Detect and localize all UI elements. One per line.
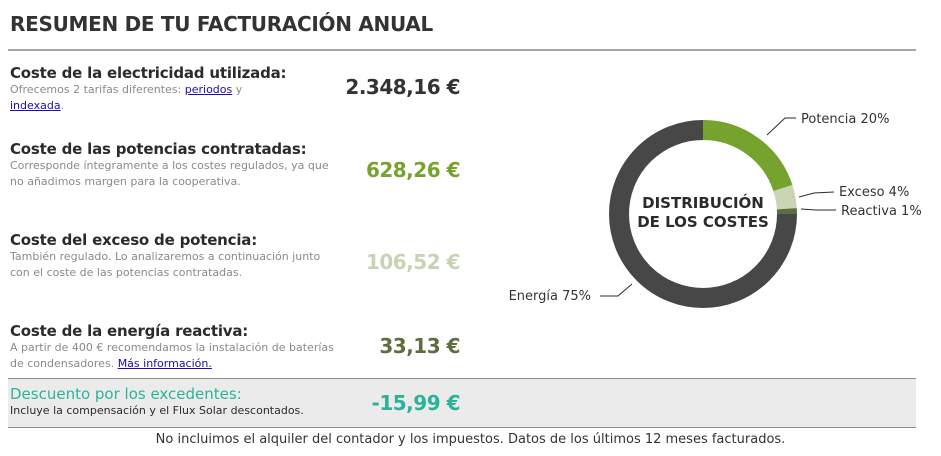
excess-amount: 106,52 € — [365, 250, 461, 274]
row-title: Coste del exceso de potencia: — [10, 231, 258, 249]
periodos-link[interactable]: periodos — [184, 83, 233, 96]
row-description-text: A partir de 400 € recomendamos la instal… — [10, 341, 334, 370]
label-energia: Energía 75% — [509, 289, 591, 304]
row-description: A partir de 400 € recomendamos la instal… — [10, 340, 335, 372]
indexada-link[interactable]: indexada — [10, 99, 61, 112]
cost-row-electricity: Coste de la electricidad utilizada: Ofre… — [10, 64, 470, 114]
leader-reactiva — [800, 208, 836, 211]
discount-title: Descuento por los excedentes: — [10, 385, 242, 403]
discount-amount: -15,99 € — [371, 391, 461, 415]
electricity-amount: 2.348,16 € — [345, 75, 460, 99]
discount-description: Incluye la compensación y el Flux Solar … — [10, 404, 304, 417]
row-description-text: Ofrecemos 2 tarifas diferentes: — [10, 83, 185, 96]
leader-exceso — [798, 191, 835, 198]
page-title: RESUMEN DE TU FACTURACIÓN ANUAL — [10, 12, 433, 36]
row-description: También regulado. Lo analizaremos a cont… — [10, 250, 321, 279]
footer-note: No incluimos el alquiler del contador y … — [155, 432, 786, 447]
cost-row-power: Coste de las potencias contratadas: Corr… — [10, 140, 470, 190]
discount-band: Descuento por los excedentes: Incluye la… — [8, 378, 916, 428]
donut-segment-0 — [702, 120, 793, 192]
label-exceso: Exceso 4% — [839, 185, 909, 200]
power-amount: 628,26 € — [365, 158, 461, 182]
donut-segment-1 — [773, 184, 797, 210]
label-potencia: Potencia 20% — [801, 112, 889, 127]
row-description: Corresponde íntegramente a los costes re… — [10, 159, 329, 188]
row-description-text: . — [60, 99, 65, 112]
donut-center-label-line2: DE LOS COSTES — [637, 213, 769, 231]
title-divider — [8, 49, 916, 51]
row-description-text: y — [232, 83, 243, 96]
row-title: Coste de las potencias contratadas: — [10, 140, 307, 158]
cost-row-reactive: Coste de la energía reactiva: A partir d… — [10, 322, 470, 372]
leader-potencia — [766, 117, 796, 136]
reactive-amount: 33,13 € — [379, 334, 460, 358]
row-title: Coste de la energía reactiva: — [10, 322, 249, 340]
leader-energia — [600, 283, 633, 297]
donut-segment-3 — [609, 120, 797, 308]
row-title: Coste de la electricidad utilizada: — [10, 64, 287, 82]
donut-center-label-line1: DISTRIBUCIÓN — [642, 193, 764, 212]
label-reactiva: Reactiva 1% — [841, 204, 922, 219]
row-description: Ofrecemos 2 tarifas diferentes: periodos… — [10, 82, 335, 114]
cost-row-excess: Coste del exceso de potencia: También re… — [10, 231, 470, 281]
more-info-link[interactable]: Más información. — [117, 357, 212, 370]
